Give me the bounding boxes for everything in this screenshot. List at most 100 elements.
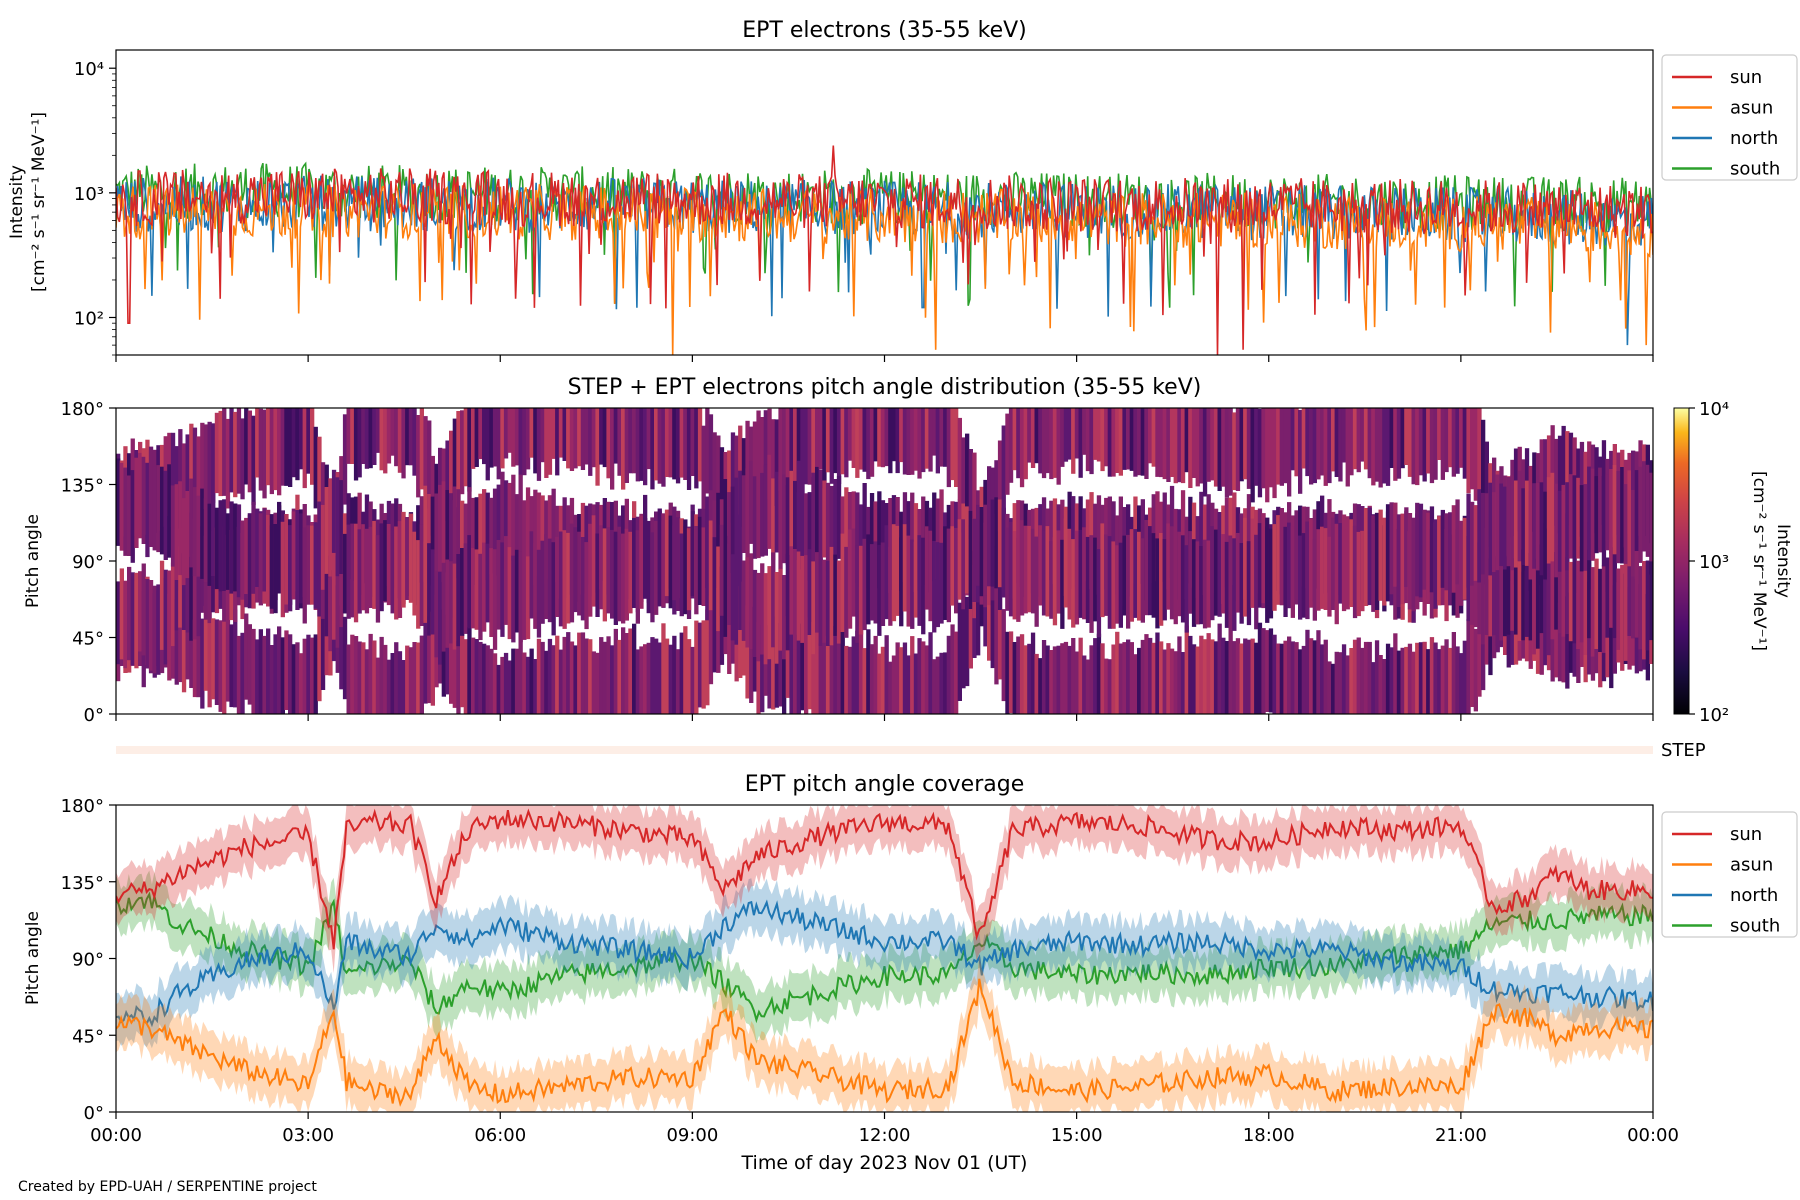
- pad-cell: [599, 525, 604, 610]
- pad-cell: [288, 525, 293, 612]
- pad-cell: [1239, 408, 1244, 482]
- pad-cell: [229, 624, 234, 708]
- pad-cell: [496, 484, 501, 576]
- pad-cell: [610, 645, 615, 714]
- pad-cell: [1085, 659, 1091, 714]
- pad-cell: [888, 498, 893, 593]
- pad-cell: [1265, 408, 1270, 503]
- pad-cell: [1224, 641, 1230, 714]
- pad-cell: [1254, 642, 1259, 714]
- pad-cell: [540, 495, 545, 586]
- pad-cell: [361, 524, 366, 611]
- pad-cell: [536, 549, 542, 638]
- pad-cell: [1579, 485, 1585, 572]
- pad-cell: [1151, 642, 1156, 714]
- pad-cell: [1078, 529, 1083, 618]
- pad-cell: [584, 408, 589, 465]
- pad-cell: [416, 642, 421, 714]
- pad-cell: [1052, 537, 1058, 626]
- pad-cell: [650, 408, 655, 490]
- pad-cell: [939, 489, 944, 580]
- pad-cell: [1433, 408, 1438, 480]
- pad-cell: [1331, 517, 1336, 610]
- y-tick-label: 45°: [72, 629, 104, 650]
- pad-cell: [170, 432, 176, 527]
- pad-cell: [719, 524, 725, 616]
- pad-cell: [1338, 523, 1343, 604]
- pad-cell: [921, 408, 926, 473]
- pad-cell: [1082, 408, 1087, 455]
- pad-cell: [207, 619, 212, 708]
- pad-cell: [965, 596, 970, 687]
- pad-cell: [1429, 637, 1435, 714]
- pad-cell: [134, 457, 139, 548]
- panel2-heatmap: [116, 408, 1653, 714]
- pad-cell: [1444, 639, 1449, 714]
- pad-cell: [229, 408, 234, 493]
- pad-cell: [891, 655, 897, 714]
- pad-cell: [364, 649, 370, 714]
- pad-cell: [130, 572, 135, 666]
- pad-cell: [1290, 526, 1295, 618]
- pad-cell: [591, 515, 596, 607]
- pad-cell: [793, 627, 798, 714]
- pad-cell: [1524, 480, 1530, 566]
- pad-cell: [1521, 488, 1526, 565]
- pad-cell: [1246, 639, 1252, 714]
- pad-cell: [1166, 523, 1171, 610]
- pad-cell: [1444, 408, 1449, 473]
- pad-cell: [679, 408, 684, 478]
- pad-cell: [1162, 492, 1167, 582]
- pad-cell: [1023, 408, 1028, 480]
- pad-cell: [511, 408, 516, 467]
- pad-cell: [1418, 503, 1424, 598]
- pad-cell: [745, 605, 750, 699]
- pad-cell: [394, 642, 399, 714]
- pad-cell: [258, 629, 263, 714]
- pad-cell: [1001, 507, 1006, 598]
- pad-cell: [244, 517, 249, 594]
- pad-cell: [664, 509, 670, 597]
- pad-cell: [1605, 557, 1610, 638]
- pad-cell: [1107, 408, 1112, 477]
- pad-cell: [555, 635, 560, 714]
- pad-cell: [467, 487, 472, 572]
- pad-cell: [503, 652, 509, 714]
- pad-cell: [1144, 634, 1149, 714]
- pad-cell: [957, 602, 962, 701]
- pad-cell: [1100, 408, 1105, 472]
- pad-cell: [295, 510, 300, 610]
- pad-cell: [467, 408, 472, 492]
- pad-cell: [913, 541, 919, 618]
- pad-cell: [796, 551, 801, 641]
- pad-cell: [1290, 641, 1295, 714]
- pad-cell: [580, 408, 586, 470]
- pad-cell: [1294, 515, 1299, 600]
- pad-cell: [1557, 435, 1563, 534]
- pad-cell: [544, 650, 549, 714]
- pad-cell: [1418, 408, 1424, 476]
- pad-cell: [1462, 408, 1467, 479]
- pad-cell: [858, 625, 864, 714]
- pad-cell: [763, 410, 768, 504]
- pad-cell: [555, 408, 560, 476]
- pad-cell: [943, 526, 948, 620]
- pad-cell: [569, 641, 575, 714]
- pad-cell: [1041, 408, 1047, 479]
- pad-cell: [306, 408, 311, 474]
- pad-cell: [639, 408, 644, 481]
- pad-cell: [577, 408, 582, 467]
- pad-cell: [291, 408, 296, 478]
- pad-cell: [430, 455, 435, 536]
- pad-cell: [1140, 538, 1145, 623]
- pad-cell: [1400, 647, 1405, 714]
- pad-cell: [1005, 527, 1010, 611]
- pad-cell: [950, 624, 955, 714]
- pad-cell: [1521, 549, 1526, 641]
- pad-cell: [705, 408, 710, 494]
- pad-cell: [533, 543, 538, 629]
- pad-cell: [657, 642, 662, 714]
- pad-cell: [833, 625, 838, 714]
- pad-cell: [1426, 649, 1431, 714]
- pad-cell: [536, 638, 542, 714]
